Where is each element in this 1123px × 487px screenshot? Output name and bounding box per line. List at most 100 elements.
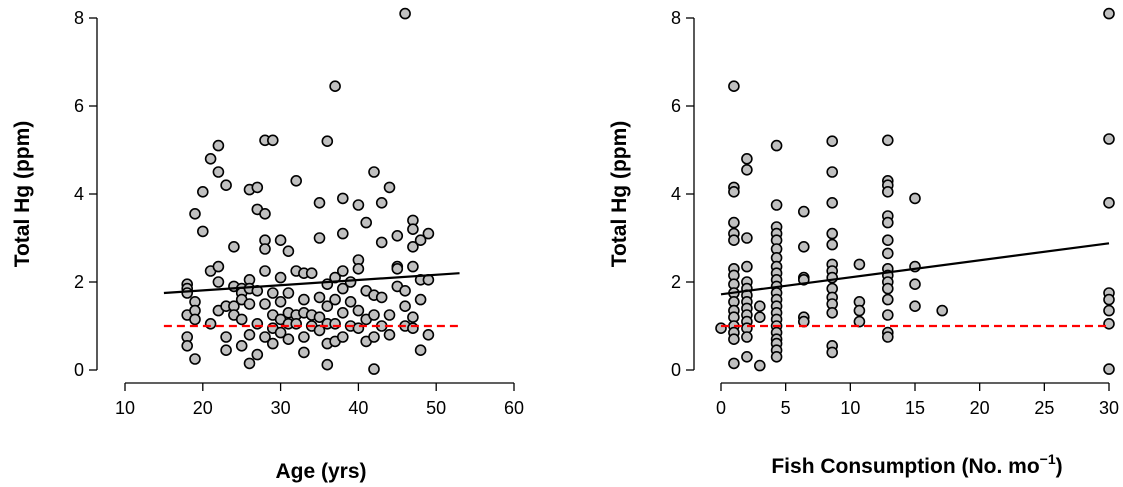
data-point	[881, 293, 894, 306]
data-point	[881, 216, 894, 229]
y-axis-title: Total Hg (ppm)	[11, 121, 34, 268]
data-point	[728, 333, 740, 346]
data-point	[368, 309, 380, 321]
y-tick-label: 2	[74, 272, 84, 292]
data-point	[266, 134, 279, 147]
data-point	[375, 291, 388, 304]
data-point	[251, 348, 264, 361]
data-point	[274, 271, 287, 284]
y-tick-label: 4	[671, 184, 681, 204]
data-point	[305, 267, 318, 280]
data-point	[741, 153, 753, 165]
data-point	[220, 331, 232, 343]
data-point	[274, 295, 287, 308]
data-point	[352, 262, 365, 275]
data-point	[336, 282, 349, 295]
data-point	[1103, 363, 1115, 375]
data-point	[274, 326, 287, 339]
y-tick-label: 6	[671, 96, 681, 116]
data-point	[313, 197, 326, 209]
data-point	[383, 328, 396, 341]
data-point	[399, 7, 411, 20]
data-point	[313, 311, 326, 324]
data-point	[336, 306, 349, 319]
data-point	[728, 186, 740, 198]
data-point	[243, 357, 256, 370]
data-point	[1103, 293, 1115, 306]
data-point	[422, 328, 435, 341]
y-tick-label: 0	[74, 360, 84, 380]
data-point	[368, 166, 380, 178]
x-tick-label: 50	[426, 398, 446, 418]
data-point	[197, 225, 209, 238]
data-point	[770, 350, 783, 363]
y-tick-label: 4	[74, 184, 84, 204]
data-point	[181, 287, 193, 299]
data-point	[251, 181, 264, 194]
data-point	[313, 232, 326, 244]
data-point	[197, 186, 209, 198]
data-point	[329, 317, 341, 330]
x-tick-label: 60	[504, 398, 524, 418]
data-point	[728, 357, 740, 370]
y-tick-label: 8	[74, 8, 84, 28]
data-point	[715, 322, 727, 335]
data-point	[368, 363, 380, 375]
x-axis-title-end: )	[1056, 455, 1063, 478]
data-point	[770, 199, 783, 211]
age-fit-lines	[163, 272, 460, 328]
data-point	[282, 333, 295, 346]
data-point	[329, 293, 341, 306]
y-tick-label: 0	[671, 360, 681, 380]
data-point	[1103, 197, 1115, 209]
data-point	[881, 134, 894, 147]
data-point	[220, 179, 232, 191]
data-point	[243, 328, 256, 341]
data-point	[321, 135, 334, 147]
y-axis-title: Total Hg (ppm)	[608, 121, 631, 268]
data-point	[368, 331, 380, 343]
data-point	[243, 298, 256, 310]
data-point	[259, 265, 271, 277]
data-point	[212, 139, 225, 152]
x-tick-label: 10	[840, 398, 860, 418]
data-point	[266, 287, 279, 299]
data-point	[881, 234, 894, 246]
data-point	[853, 315, 866, 328]
data-point	[266, 337, 279, 350]
regression-line	[720, 242, 1110, 296]
data-point	[360, 216, 373, 229]
y-tick-label: 2	[671, 272, 681, 292]
x-axis-title: Fish Consumption (No. mo−1)	[771, 451, 1062, 478]
x-tick-label: 40	[348, 398, 368, 418]
x-tick-label: 25	[1034, 398, 1054, 418]
data-point	[212, 276, 225, 288]
data-point	[826, 346, 839, 359]
data-point	[391, 230, 404, 242]
data-point	[407, 241, 419, 253]
x-tick-label: 0	[716, 398, 726, 418]
age-scatter-panel: 10 20 30 40 50 60 0 2 4 6 8 Age (yrs) Total Hg (pp…	[11, 7, 524, 483]
data-point	[407, 260, 419, 273]
data-point	[336, 265, 349, 277]
data-point	[189, 353, 201, 365]
data-point	[313, 291, 326, 304]
data-point	[414, 234, 427, 246]
data-point	[259, 298, 271, 310]
data-point	[422, 227, 435, 240]
data-point	[298, 293, 310, 306]
data-point	[826, 227, 839, 240]
data-point	[881, 186, 894, 198]
data-point	[881, 282, 894, 295]
data-point	[383, 181, 396, 194]
data-point	[414, 344, 427, 357]
data-point	[399, 284, 411, 297]
data-point	[290, 175, 303, 187]
x-axis-title: Age (yrs)	[275, 460, 366, 483]
fish-axes: 0 5 10 15 20 25 30 0 2 4 6 8	[671, 8, 1119, 418]
data-point	[797, 241, 810, 253]
data-point	[329, 80, 341, 92]
data-point	[336, 227, 349, 240]
data-point	[189, 208, 201, 220]
data-point	[298, 346, 310, 359]
